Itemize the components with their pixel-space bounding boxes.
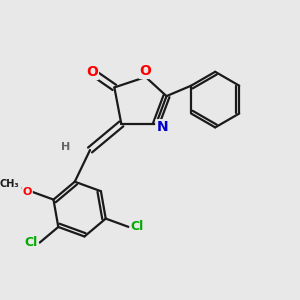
Text: H: H [61,142,70,152]
Text: N: N [157,120,168,134]
Text: O: O [22,187,32,197]
Text: O: O [86,65,98,79]
Text: CH₃: CH₃ [0,178,19,188]
Text: Cl: Cl [24,236,38,249]
Text: O: O [140,64,152,78]
Text: Cl: Cl [131,220,144,233]
